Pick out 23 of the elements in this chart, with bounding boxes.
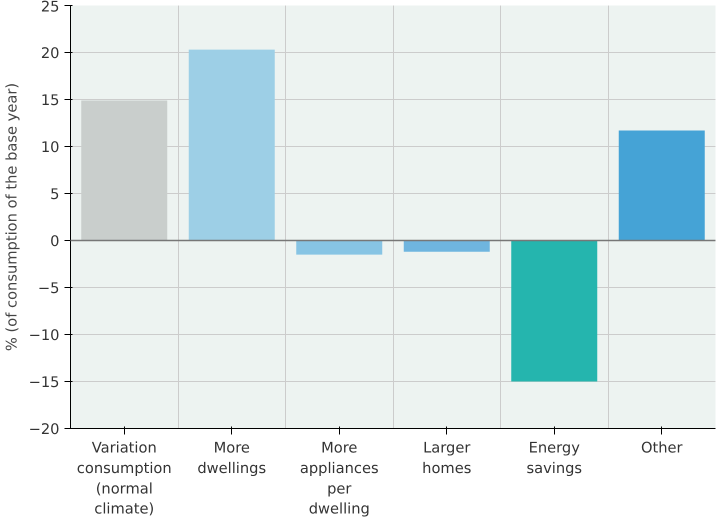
bar — [296, 240, 382, 255]
bar — [618, 130, 705, 240]
y-tick-label: −10 — [28, 327, 60, 344]
y-axis-title: % (of consumption of the base year) — [4, 82, 21, 352]
y-tick-label: −5 — [38, 280, 60, 297]
x-tick-label: More dwellings — [197, 440, 266, 477]
x-tick-label: Variation consumption (normal climate) — [76, 440, 172, 518]
y-tick-label: −20 — [28, 421, 60, 438]
x-tick-label: Larger homes — [422, 440, 472, 477]
y-tick-label: 15 — [40, 92, 60, 109]
x-tick-label: Other — [640, 440, 684, 456]
bar — [188, 50, 275, 240]
x-tick-label: Energy savings — [526, 440, 582, 477]
bar — [81, 100, 168, 240]
x-tick-label: More appliances per dwelling — [300, 440, 379, 518]
y-tick-label: 20 — [40, 45, 60, 62]
y-tick-label: 25 — [40, 0, 60, 16]
y-tick-label: 5 — [50, 186, 60, 203]
bar — [511, 240, 598, 382]
bar — [404, 240, 490, 252]
y-tick-label: 0 — [50, 233, 60, 250]
y-tick-label: 10 — [40, 139, 60, 156]
y-tick-label: −15 — [28, 374, 60, 391]
